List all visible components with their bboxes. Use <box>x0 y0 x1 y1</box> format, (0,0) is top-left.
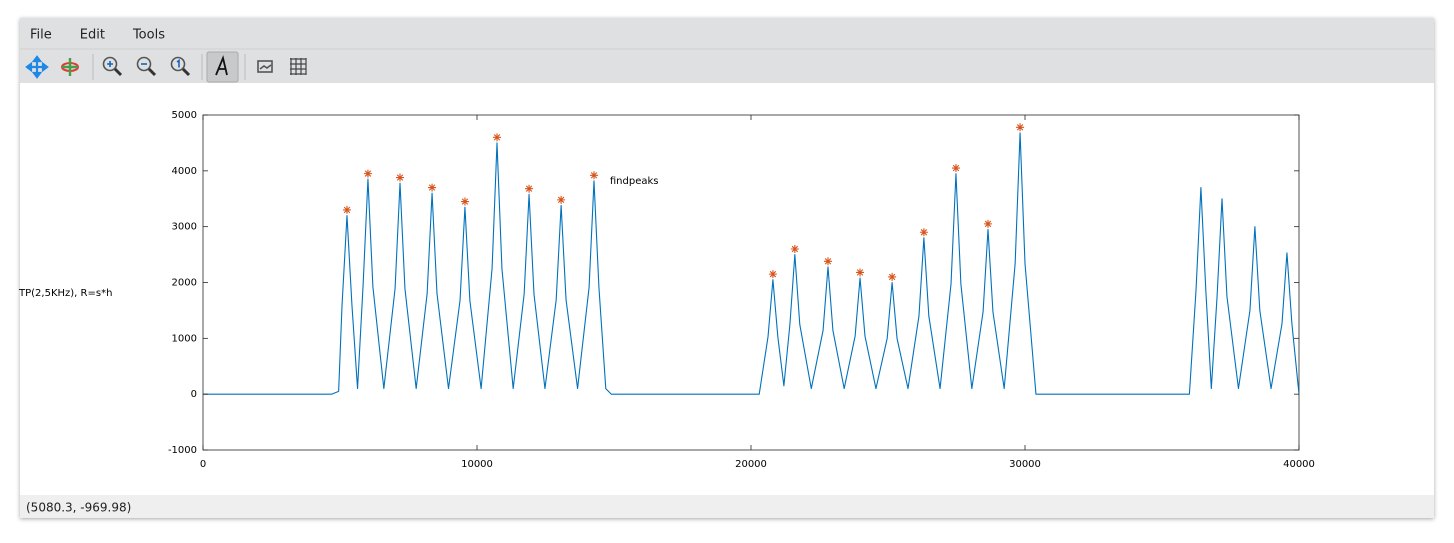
toolbar <box>25 51 307 83</box>
peak-marker <box>557 195 566 204</box>
rotate-button[interactable] <box>61 58 79 76</box>
y-tick-label: 3000 <box>172 222 197 233</box>
peak-marker <box>1016 123 1025 132</box>
x-tick-label: 30000 <box>1009 459 1041 470</box>
peak-marker <box>342 205 351 214</box>
zoom-out-button[interactable] <box>136 56 157 77</box>
x-tick-label: 10000 <box>461 459 493 470</box>
grid-button[interactable] <box>290 58 307 75</box>
peak-marker <box>951 164 960 173</box>
plot <box>203 123 1299 395</box>
signal-line <box>203 132 1299 395</box>
menu-item[interactable]: File <box>30 28 52 43</box>
y-tick-label: 0 <box>191 389 197 400</box>
x-tick-label: 40000 <box>1283 459 1315 470</box>
zoom-reset-button[interactable] <box>170 56 191 77</box>
menu-item[interactable]: Tools <box>132 28 165 43</box>
y-tick-label: 1000 <box>172 333 197 344</box>
box-button[interactable] <box>257 60 273 73</box>
menu-bar: File Edit Tools <box>30 28 165 43</box>
y-tick-label: 4000 <box>172 166 197 177</box>
axes-box <box>202 114 1300 451</box>
peak-marker <box>428 183 437 192</box>
status-bar <box>20 495 1434 518</box>
y-tick-label: -1000 <box>168 445 197 456</box>
x-tick-label: 0 <box>200 459 206 470</box>
y-tick-label: 5000 <box>172 110 197 121</box>
peak-marker <box>888 272 897 281</box>
annotation: findpeaks <box>610 176 659 187</box>
y-axis-label: TP(2,5KHz), R=s*h <box>18 288 112 299</box>
zoom-in-button[interactable] <box>102 56 123 77</box>
status-text: (5080.3, -969.98) <box>26 501 131 515</box>
peak-marker <box>768 270 777 279</box>
text-button[interactable] <box>206 51 239 83</box>
peak-marker <box>396 173 405 182</box>
peak-marker <box>823 257 832 266</box>
peak-marker <box>919 228 928 237</box>
peak-marker <box>493 133 502 142</box>
x-tick-label: 20000 <box>735 459 767 470</box>
peak-marker <box>525 184 534 193</box>
pan-button[interactable] <box>25 55 49 79</box>
peak-marker <box>856 268 865 277</box>
peak-marker <box>589 171 598 180</box>
y-tick-label: 2000 <box>172 278 197 289</box>
peak-marker <box>460 197 469 206</box>
peak-marker <box>790 245 799 253</box>
peak-marker <box>984 219 993 228</box>
menu-item[interactable]: Edit <box>80 28 105 43</box>
peak-marker <box>363 169 372 178</box>
